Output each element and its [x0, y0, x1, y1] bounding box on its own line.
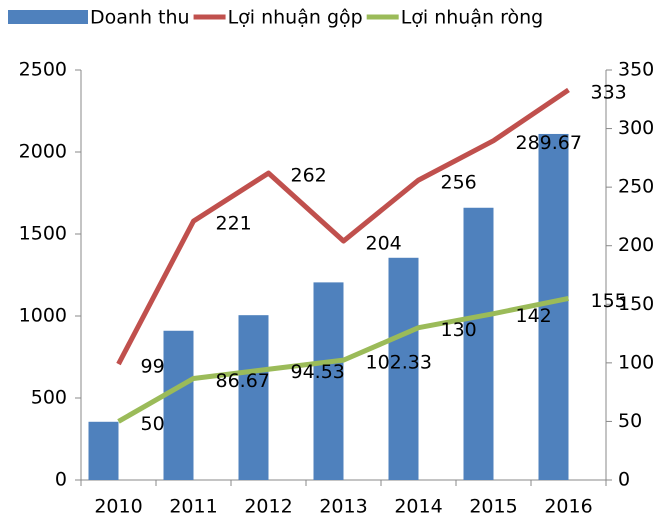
data-label: 256: [441, 172, 477, 194]
x-tick-label: 2011: [169, 496, 217, 518]
legend-label: Lợi nhuận ròng: [401, 7, 544, 29]
data-label: 99: [141, 356, 165, 378]
data-label: 333: [591, 81, 627, 103]
y-tick-label: 1500: [19, 223, 67, 245]
data-label: 221: [216, 213, 252, 235]
data-label: 289.67: [516, 132, 582, 154]
y2-tick-label: 100: [618, 351, 654, 373]
data-label: 204: [366, 233, 402, 255]
y2-tick-label: 0: [618, 469, 630, 491]
y-tick-label: 1000: [19, 305, 67, 327]
data-label: 130: [441, 319, 477, 341]
data-label: 94.53: [291, 361, 345, 383]
bar: [88, 421, 119, 480]
data-label: 142: [516, 305, 552, 327]
y-tick-label: 500: [31, 387, 67, 409]
data-label: 262: [291, 165, 327, 187]
x-tick-label: 2012: [244, 496, 292, 518]
y2-tick-label: 200: [618, 234, 654, 256]
y2-tick-label: 250: [618, 176, 654, 198]
y-tick-label: 2000: [19, 141, 67, 163]
y2-tick-label: 350: [618, 59, 654, 81]
line: [117, 295, 569, 424]
data-label: 102.33: [366, 352, 432, 374]
legend-label: Lợi nhuận gộp: [228, 7, 363, 29]
bar: [538, 133, 569, 480]
x-tick-label: 2010: [94, 496, 142, 518]
y2-tick-label: 150: [618, 293, 654, 315]
data-label: 86.67: [216, 370, 270, 392]
x-tick-label: 2013: [319, 496, 367, 518]
y-tick-label: 2500: [19, 59, 67, 81]
bar: [313, 282, 344, 480]
bar: [463, 207, 494, 480]
line: [116, 87, 570, 366]
legend-swatch: [8, 10, 88, 24]
y-tick-label: 0: [55, 469, 67, 491]
data-label: 155: [591, 290, 627, 312]
x-tick-label: 2016: [544, 496, 592, 518]
y2-tick-label: 300: [618, 117, 654, 139]
data-label: 50: [141, 413, 165, 435]
legend-label: Doanh thu: [90, 7, 190, 29]
y2-tick-label: 50: [618, 410, 642, 432]
bar: [163, 330, 194, 480]
x-tick-label: 2014: [394, 496, 442, 518]
bar: [388, 257, 419, 480]
bar: [238, 315, 269, 480]
x-tick-label: 2015: [469, 496, 517, 518]
